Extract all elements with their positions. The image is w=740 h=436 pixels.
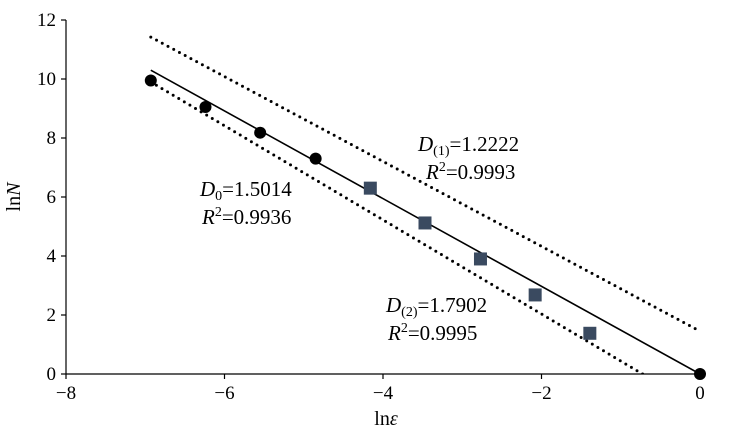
data-point-square: [418, 216, 432, 230]
y-tick-label: 6: [47, 187, 57, 208]
annotation-d0: D0=1.5014 R2=0.9936: [199, 177, 292, 229]
y-tick-label: 4: [47, 246, 57, 267]
x-tick-label: 0: [695, 383, 705, 404]
data-point-circle: [254, 126, 267, 139]
y-axis-title: lnN: [3, 181, 25, 212]
data-point-circle: [694, 368, 706, 380]
data-points: [144, 74, 706, 380]
x-tick-label: −6: [214, 383, 234, 404]
fit-line-2: [149, 80, 646, 374]
y-tick-label: 8: [47, 128, 57, 149]
y-tick-label: 0: [47, 364, 57, 385]
axes: [65, 20, 704, 375]
x-axis-title: lnε: [374, 408, 398, 430]
y-tick-label: 10: [37, 69, 56, 90]
svg-text:R2=0.9936: R2=0.9936: [201, 205, 291, 229]
svg-text:D(2)=1.7902: D(2)=1.7902: [385, 293, 487, 320]
y-ticks: 0 2 4 6 8 10 12: [37, 10, 66, 385]
x-ticks: −8 −6 −4 −2 0: [56, 374, 705, 404]
data-point-circle: [144, 74, 157, 87]
data-point-square: [583, 326, 597, 340]
x-tick-label: −4: [373, 383, 394, 404]
data-point-circle: [199, 101, 212, 114]
svg-text:D0=1.5014: D0=1.5014: [199, 177, 292, 204]
y-tick-label: 12: [37, 10, 56, 31]
data-point-square: [363, 181, 377, 195]
fit-line-1: [149, 35, 702, 333]
svg-text:D(1)=1.2222: D(1)=1.2222: [417, 132, 519, 159]
x-tick-label: −2: [531, 383, 551, 404]
y-tick-label: 2: [47, 305, 57, 326]
data-point-square: [528, 288, 542, 302]
x-tick-label: −8: [56, 383, 76, 404]
annotation-d1: D(1)=1.2222 R2=0.9993: [417, 132, 519, 184]
svg-text:R2=0.9995: R2=0.9995: [387, 321, 477, 345]
annotation-d2: D(2)=1.7902 R2=0.9995: [385, 293, 487, 345]
data-point-square: [473, 252, 487, 266]
svg-text:R2=0.9993: R2=0.9993: [425, 160, 515, 184]
data-point-circle: [309, 152, 322, 165]
